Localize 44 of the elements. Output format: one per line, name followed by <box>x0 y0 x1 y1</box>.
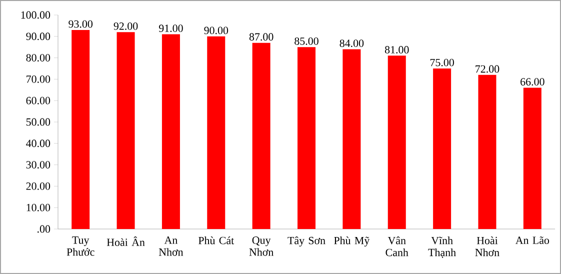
y-tick-label: 70.00 <box>26 75 50 83</box>
bar <box>342 49 361 229</box>
bar <box>478 74 496 229</box>
data-label: 66.00 <box>520 78 544 86</box>
data-label: 81.00 <box>384 46 409 54</box>
y-tick-label: 30.00 <box>26 161 50 169</box>
bar <box>207 36 226 229</box>
y-tick-label: 90.00 <box>26 32 50 40</box>
bar <box>433 68 452 229</box>
bar <box>523 88 542 229</box>
x-tick-label: An Lão <box>515 236 550 244</box>
x-tick-label: Phù Mỹ <box>334 236 370 246</box>
data-label: 87.00 <box>249 33 274 41</box>
bar <box>298 47 316 229</box>
y-tick-label: 40.00 <box>26 140 50 148</box>
bar <box>162 34 180 229</box>
x-tick-label: Hoài Ân <box>106 236 145 246</box>
data-label: 90.00 <box>204 26 228 34</box>
y-tick-label: 60.00 <box>26 96 50 104</box>
bar <box>116 32 135 229</box>
x-tick-label: Tuy Phước <box>66 236 94 256</box>
data-label: 91.00 <box>158 24 183 32</box>
x-tick-label: Vân Canh <box>386 236 408 256</box>
y-tick-label: 50.00 <box>26 118 50 126</box>
y-tick-label: 80.00 <box>26 54 50 62</box>
x-tick-label: Tây Sơn <box>288 236 326 247</box>
bar <box>252 42 270 229</box>
data-label: 85.00 <box>294 37 318 45</box>
x-tick-label: Phù Cát <box>198 236 234 244</box>
x-tick-label: An Nhơn <box>158 236 184 256</box>
y-tick-label: 20.00 <box>26 182 50 190</box>
y-tick-label: 10.00 <box>26 204 50 212</box>
y-tick-label: .00 <box>38 225 50 233</box>
x-tick-label: Vĩnh Thạnh <box>428 236 456 258</box>
y-tick-label: 100.00 <box>21 11 50 19</box>
x-tick-label: Hoài Nhơn <box>475 236 500 256</box>
data-label: 92.00 <box>114 22 138 30</box>
data-label: 84.00 <box>340 40 364 48</box>
data-label: 75.00 <box>430 58 454 66</box>
data-label: 93.00 <box>68 20 93 28</box>
bar <box>72 30 90 229</box>
x-tick-label: Quy Nhơn <box>249 236 274 256</box>
data-label: 72.00 <box>476 65 500 73</box>
bar <box>388 56 406 229</box>
